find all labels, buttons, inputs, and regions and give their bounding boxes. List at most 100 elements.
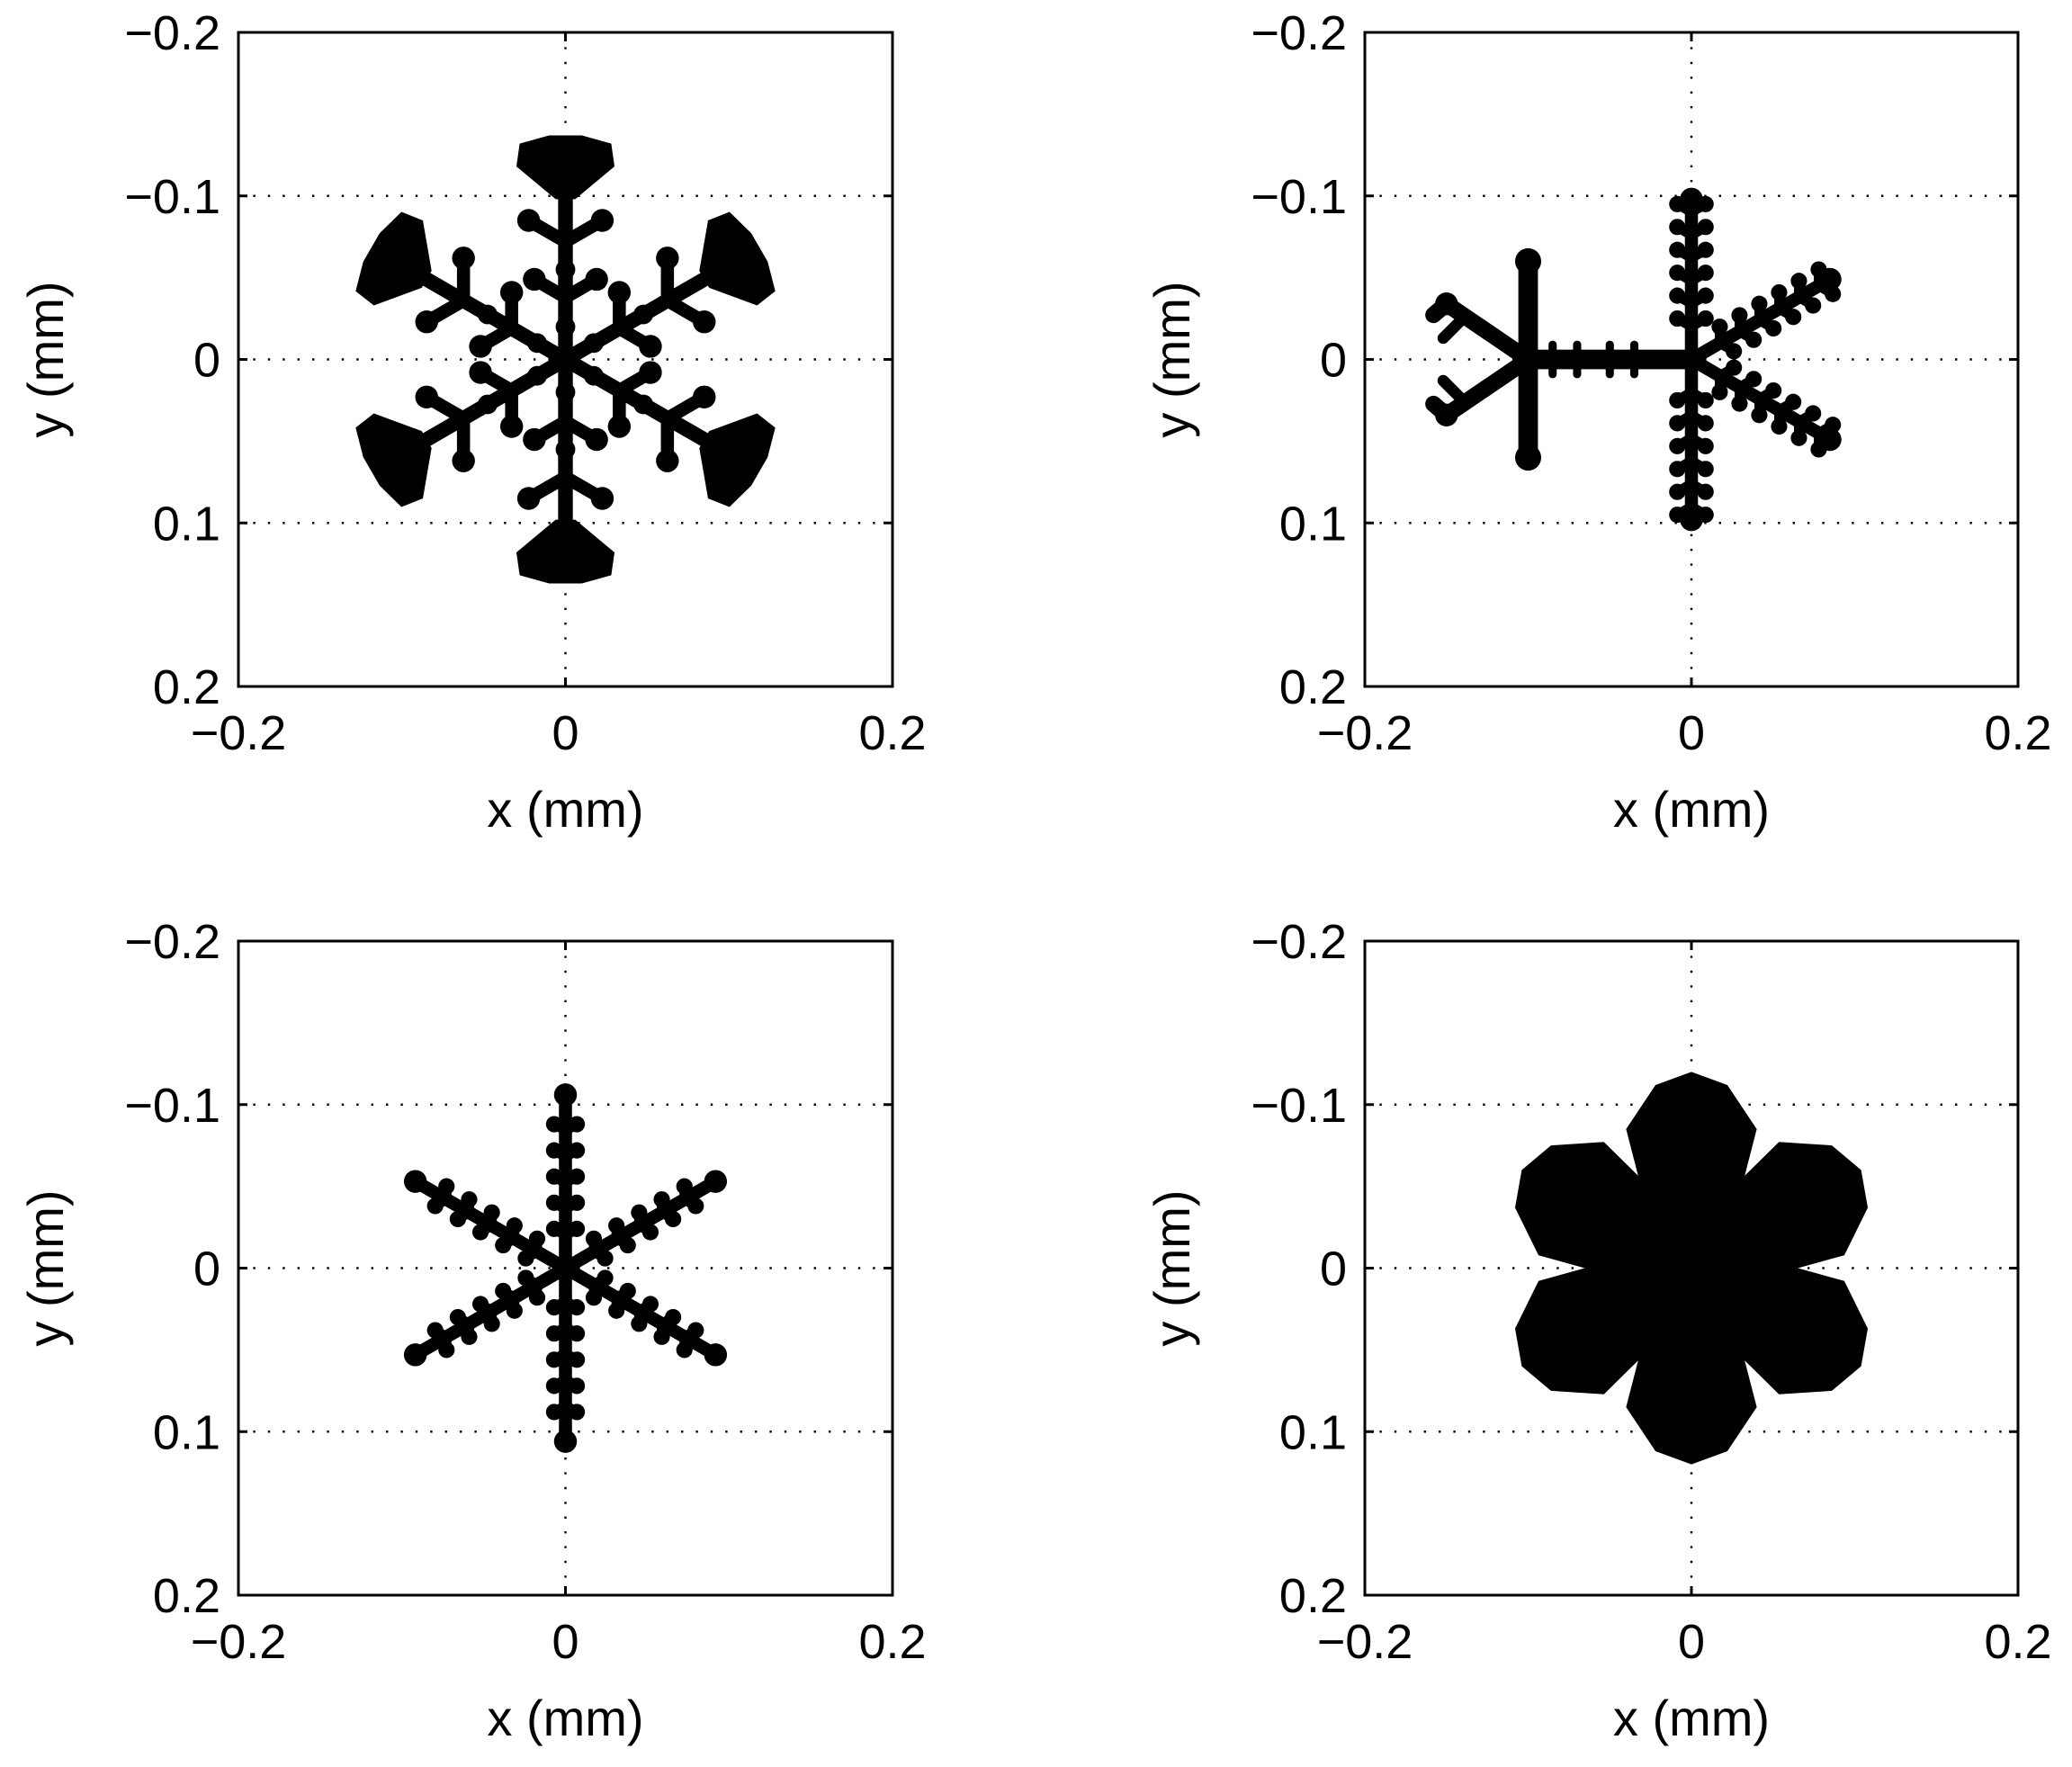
crystal-knob — [619, 1236, 636, 1254]
crystal-knob — [676, 1178, 693, 1195]
crystal-sector — [355, 413, 432, 507]
crystal-knob — [499, 281, 524, 304]
crystal-knob — [569, 1194, 586, 1211]
crystal-knob — [1669, 241, 1686, 258]
y-tick-label: 0.1 — [153, 497, 220, 551]
crystal-knob — [545, 1299, 562, 1316]
crystal-knob — [693, 309, 716, 334]
y-tick-label: −0.1 — [1251, 170, 1347, 224]
crystal-knob — [1745, 331, 1763, 348]
crystal-knob — [633, 394, 653, 415]
crystal-knob — [608, 1217, 625, 1234]
crystal-knob — [584, 365, 604, 386]
crystal-knob — [478, 304, 498, 325]
crystal-knob — [1711, 318, 1728, 336]
crystal-knob — [585, 1230, 603, 1247]
crystal-knob — [585, 267, 608, 292]
crystal-sector — [699, 211, 776, 306]
crystal-knob — [569, 1351, 586, 1368]
crystal-knob — [1435, 403, 1458, 427]
crystal-knob — [523, 267, 546, 292]
crystal-knob — [631, 1204, 648, 1221]
y-tick-label: −0.1 — [124, 170, 220, 224]
crystal-branch — [1438, 295, 1537, 368]
x-tick-label: −0.2 — [1317, 1615, 1413, 1669]
crystal-knob — [495, 1236, 512, 1254]
y-tick-label: 0.1 — [1279, 497, 1347, 551]
crystal-knob — [569, 1142, 586, 1159]
crystal-knob — [633, 304, 653, 325]
x-axis-label: x (mm) — [1613, 781, 1770, 838]
crystal-knob — [1790, 429, 1807, 446]
crystal-knob — [461, 1328, 478, 1345]
crystal-knob — [665, 1210, 682, 1228]
crystal-knob — [608, 1302, 625, 1319]
crystal-knob — [426, 1197, 444, 1215]
y-tick-label: 0 — [193, 1242, 220, 1296]
crystal-knob — [687, 1197, 704, 1215]
crystal-knob — [1680, 187, 1703, 211]
crystal-knob — [641, 1224, 659, 1241]
crystal-sector — [516, 135, 615, 200]
y-tick-label: −0.2 — [124, 915, 220, 969]
crystal-knob — [687, 1322, 704, 1339]
crystal-knob — [438, 1341, 455, 1359]
crystal-knob — [415, 385, 438, 409]
crystal-knob — [1731, 395, 1748, 412]
y-tick-label: 0 — [1320, 1242, 1347, 1296]
crystal-knob — [1765, 319, 1782, 337]
crystal-knob — [1790, 273, 1807, 290]
y-tick-label: 0 — [193, 334, 220, 388]
crystal-knob — [1697, 287, 1714, 304]
crystal-knob — [545, 1404, 562, 1421]
crystal-knob — [545, 1351, 562, 1368]
y-axis-label: y (mm) — [1144, 1189, 1200, 1346]
y-tick-label: 0.2 — [1279, 1569, 1347, 1623]
x-tick-label: 0 — [552, 706, 579, 760]
crystal-knob — [1697, 415, 1714, 432]
crystal-knob — [553, 1083, 578, 1107]
crystal-knob — [506, 1302, 523, 1319]
y-tick-label: −0.2 — [1251, 915, 1347, 969]
crystal-knob — [471, 1224, 489, 1241]
crystal-knob — [1697, 219, 1714, 236]
crystal-knob — [1697, 241, 1714, 258]
crystal-knob — [527, 333, 547, 354]
crystal-knob — [555, 317, 576, 337]
x-tick-label: 0.2 — [1984, 1615, 2051, 1669]
crystal-knob — [1726, 359, 1743, 376]
crystal-sector — [355, 211, 432, 306]
x-tick-label: 0 — [552, 1615, 579, 1669]
crystal-knob — [403, 1343, 427, 1367]
crystal-knob — [1726, 343, 1743, 360]
x-tick-label: −0.2 — [1317, 706, 1413, 760]
crystal-knob — [1771, 417, 1788, 435]
crystal-shape — [1514, 1072, 1869, 1465]
chart-panel-top-right: −0.2 0 0.2−0.2−0.100.10.2x (mm)y (mm) — [1144, 6, 2052, 838]
crystal-knob — [653, 1328, 670, 1345]
crystal-knob — [528, 1289, 546, 1306]
x-tick-label: 0.2 — [858, 706, 926, 760]
crystal-knob — [1785, 393, 1802, 410]
crystal-knob — [569, 1299, 586, 1316]
crystal-knob — [704, 1343, 728, 1367]
crystal-knob — [569, 1404, 586, 1421]
crystal-knob — [1818, 427, 1842, 452]
crystal-knob — [499, 415, 524, 438]
crystal-knob — [1669, 219, 1686, 236]
crystal-knob — [555, 381, 576, 402]
crystal-knob — [585, 1289, 603, 1306]
crystal-knob — [517, 1250, 534, 1267]
crystal-knob — [461, 1191, 478, 1208]
crystal-knob — [585, 427, 608, 452]
crystal-knob — [1731, 307, 1748, 324]
crystal-knob — [1745, 371, 1763, 388]
crystal-knob — [403, 1170, 427, 1193]
crystal-shape — [403, 1083, 728, 1453]
crystal-knob — [545, 1116, 562, 1133]
crystal-knob — [653, 1191, 670, 1208]
crystal-knob — [469, 361, 492, 384]
crystal-knob — [471, 1296, 489, 1313]
crystal-shape — [1425, 187, 1842, 532]
